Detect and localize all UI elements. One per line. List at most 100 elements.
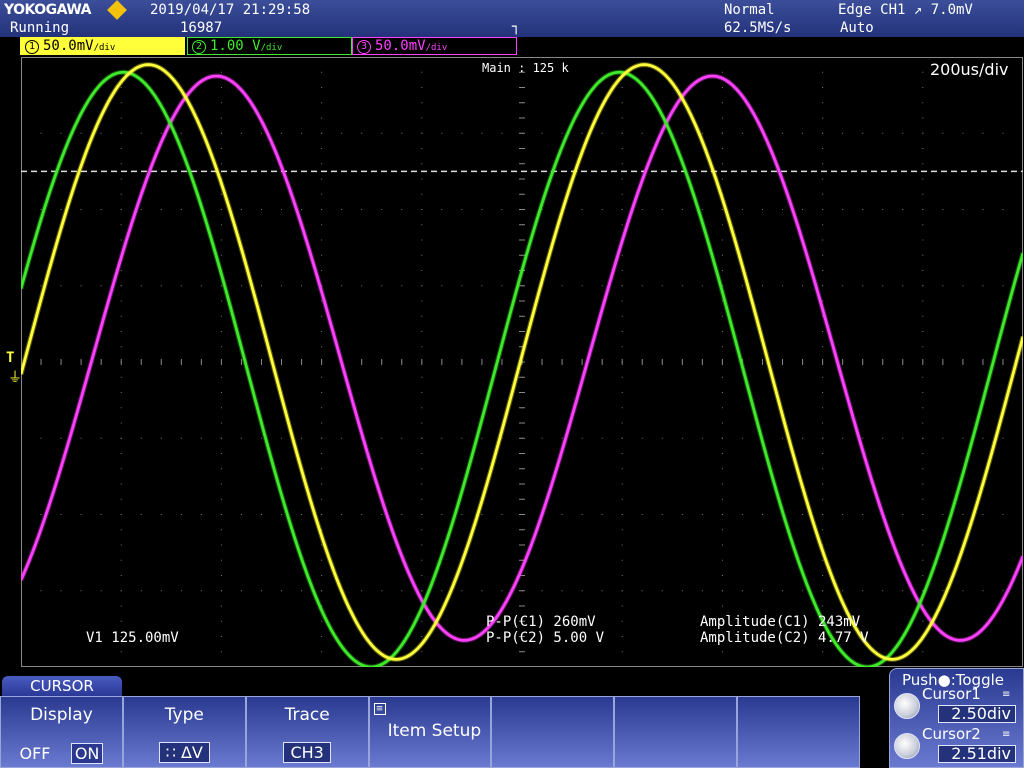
display-on-option: ON [70,743,104,764]
grid-dot [922,254,924,256]
grid-dot [721,224,723,226]
grid-dot [581,209,583,210]
grid-dot [40,514,42,515]
grid-dot [621,209,623,210]
grid-dot [761,209,763,210]
cursor2-knob-icon[interactable] [894,733,920,759]
grid-dot [721,285,723,287]
grid-dot [321,71,323,73]
grid-dot [80,514,82,515]
grid-dot [902,514,904,515]
grid-dot [721,559,723,561]
grid-dot [301,590,303,592]
channel-2-scale[interactable]: 2 1.00 V/div [187,37,352,55]
grid-dot [120,514,122,515]
cursor1-value[interactable]: 2.50div [938,705,1016,723]
grid-dot [421,544,423,546]
grid-dot [220,239,222,241]
grid-dot [321,392,323,393]
empty-softkey-6[interactable] [614,696,738,768]
waveform-display[interactable] [21,57,1023,667]
softkey-bar: Display OFF ON Type ∷ ΔV Trace CH3 ≡ Ite… [0,696,861,768]
display-off-option: OFF [19,744,51,763]
grid-dot [822,285,824,287]
grid-dot [220,407,222,409]
grid-dot [421,636,423,637]
grid-dot [421,483,423,485]
grid-dot [321,178,323,180]
grid-dot [621,254,623,256]
grid-dot [661,590,663,592]
grid-dot [982,132,984,134]
grid-dot [60,590,62,592]
grid-dot [120,651,122,653]
grid-dot [922,453,924,454]
grid-dot [441,514,443,515]
grid-dot [100,437,102,439]
grid-dot [40,285,42,287]
grid-dot [581,590,583,592]
channel-1-scale[interactable]: 1 50.0mV/div [20,37,185,55]
grid-dot [1002,590,1004,592]
grid-dot [421,422,423,424]
grid-dot [120,315,122,317]
grid-dot [741,132,743,134]
trigger-level-marker: T [6,350,15,366]
cursor1-knob-icon[interactable] [894,693,920,719]
channel-3-scale[interactable]: 3 50.0mV/div [352,37,517,55]
grid-dot [220,148,222,149]
grid-dot [60,437,62,439]
grid-dot [922,300,924,302]
grid-dot [200,437,202,439]
empty-softkey-5[interactable] [491,696,615,768]
trace-softkey[interactable]: Trace CH3 [245,696,369,768]
grid-dot [341,437,343,439]
grid-dot [40,590,42,592]
grid-dot [942,437,944,439]
grid-dot [942,514,944,515]
trigger-position-icon: ┐ [512,19,521,35]
grid-dot [882,590,884,592]
grid-dot [822,331,824,332]
type-softkey[interactable]: Type ∷ ΔV [122,696,246,768]
grid-dot [240,514,242,515]
grid-dot [902,132,904,134]
grid-dot [381,590,383,592]
grid-dot [641,209,643,210]
grid-dot [321,376,323,378]
grid-dot [481,514,483,515]
grid-dot [962,437,964,439]
grid-dot [541,132,543,134]
grid-dot [321,544,323,546]
grid-dot [220,209,222,210]
empty-softkey-7[interactable] [737,696,861,768]
grid-dot [40,132,42,134]
grid-dot [160,132,162,134]
grid-dot [120,376,122,378]
grid-dot [902,285,904,287]
grid-dot [882,209,884,210]
grid-dot [842,514,844,515]
grid-dot [481,590,483,592]
grid-dot [281,209,283,210]
grid-dot [301,437,303,439]
cursor2-value[interactable]: 2.51div [938,745,1016,763]
grid-dot [220,300,222,302]
item-setup-softkey[interactable]: ≡ Item Setup [368,696,492,768]
grid-dot [822,453,824,454]
grid-dot [822,498,824,500]
display-softkey[interactable]: Display OFF ON [0,696,123,768]
grid-dot [220,117,222,119]
channel-2-number: 2 [192,40,206,54]
grid-dot [120,605,122,607]
grid-dot [922,346,924,348]
grid-dot [842,209,844,210]
grid-dot [341,514,343,515]
grid-dot [962,590,964,592]
grid-dot [782,209,784,210]
grid-dot [621,376,623,378]
grid-dot [421,178,423,180]
channel-2-scale-value: 1.00 V [210,38,261,54]
grid-dot [802,437,804,439]
grid-dot [902,590,904,592]
